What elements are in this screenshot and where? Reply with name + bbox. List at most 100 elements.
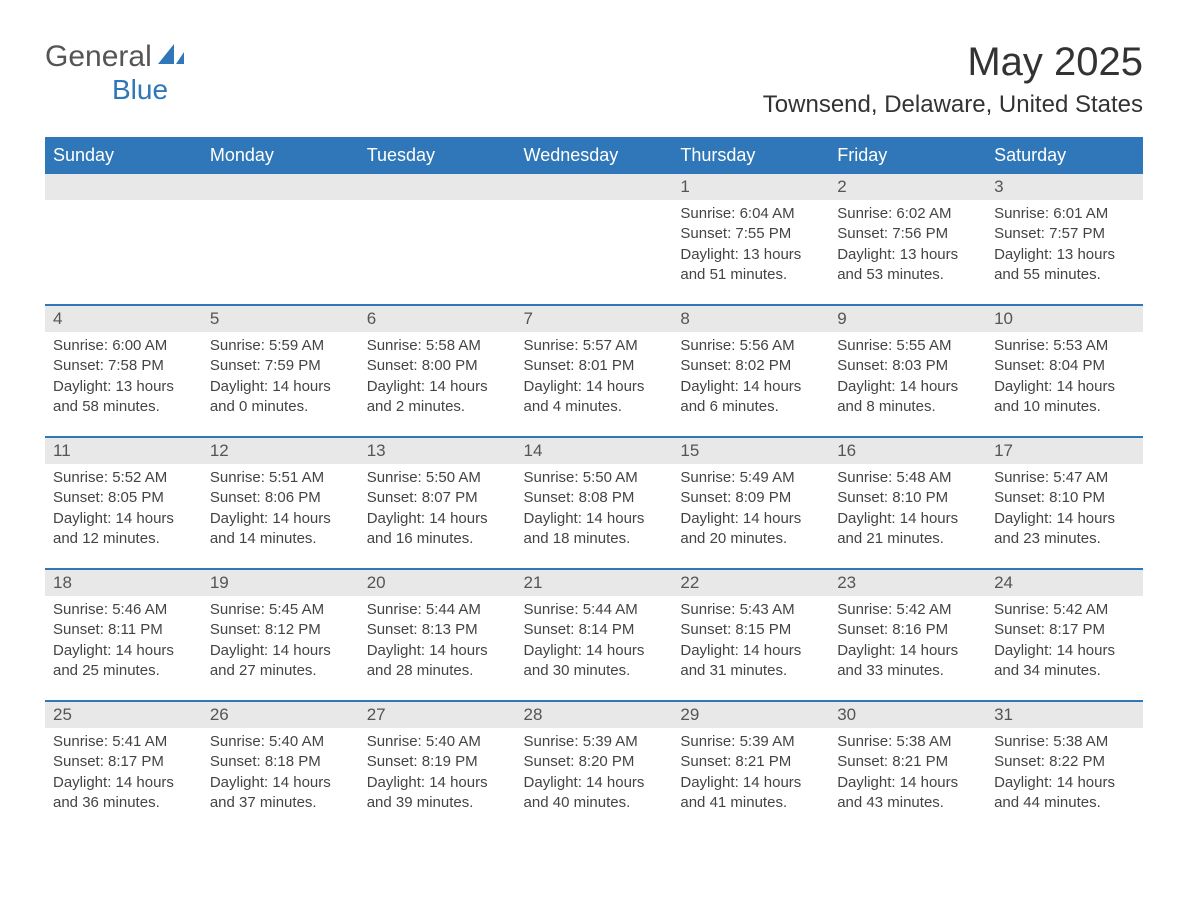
sunset-line: Sunset: 8:08 PM [524, 488, 665, 508]
logo: General [45, 40, 188, 74]
day-details: Sunrise: 5:39 AMSunset: 8:20 PMDaylight:… [516, 728, 673, 817]
daylight-line: Daylight: 14 hours and 39 minutes. [367, 773, 508, 814]
calendar-empty-cell [202, 173, 359, 305]
day-number: 31 [986, 702, 1143, 728]
daylight-line: Daylight: 14 hours and 25 minutes. [53, 641, 194, 682]
calendar-week-row: 25Sunrise: 5:41 AMSunset: 8:17 PMDayligh… [45, 701, 1143, 833]
day-number: 19 [202, 570, 359, 596]
sunset-line: Sunset: 7:58 PM [53, 356, 194, 376]
sunset-line: Sunset: 8:18 PM [210, 752, 351, 772]
calendar-day-cell: 19Sunrise: 5:45 AMSunset: 8:12 PMDayligh… [202, 569, 359, 701]
calendar-day-cell: 22Sunrise: 5:43 AMSunset: 8:15 PMDayligh… [672, 569, 829, 701]
day-details: Sunrise: 5:52 AMSunset: 8:05 PMDaylight:… [45, 464, 202, 553]
day-number: 17 [986, 438, 1143, 464]
calendar-table: SundayMondayTuesdayWednesdayThursdayFrid… [45, 137, 1143, 833]
day-details: Sunrise: 5:45 AMSunset: 8:12 PMDaylight:… [202, 596, 359, 685]
day-details: Sunrise: 5:42 AMSunset: 8:17 PMDaylight:… [986, 596, 1143, 685]
sunrise-line: Sunrise: 5:41 AM [53, 732, 194, 752]
sunset-line: Sunset: 8:20 PM [524, 752, 665, 772]
day-number: 26 [202, 702, 359, 728]
day-details: Sunrise: 5:44 AMSunset: 8:14 PMDaylight:… [516, 596, 673, 685]
daylight-line: Daylight: 14 hours and 31 minutes. [680, 641, 821, 682]
day-number: 25 [45, 702, 202, 728]
sunset-line: Sunset: 8:13 PM [367, 620, 508, 640]
logo-text-general: General [45, 40, 152, 74]
daylight-line: Daylight: 14 hours and 30 minutes. [524, 641, 665, 682]
day-details: Sunrise: 5:38 AMSunset: 8:22 PMDaylight:… [986, 728, 1143, 817]
day-details: Sunrise: 6:04 AMSunset: 7:55 PMDaylight:… [672, 200, 829, 289]
sunset-line: Sunset: 8:05 PM [53, 488, 194, 508]
calendar-day-cell: 29Sunrise: 5:39 AMSunset: 8:21 PMDayligh… [672, 701, 829, 833]
daylight-line: Daylight: 13 hours and 58 minutes. [53, 377, 194, 418]
day-number: 5 [202, 306, 359, 332]
daylight-line: Daylight: 13 hours and 51 minutes. [680, 245, 821, 286]
daylight-line: Daylight: 14 hours and 16 minutes. [367, 509, 508, 550]
sunset-line: Sunset: 8:21 PM [680, 752, 821, 772]
day-details: Sunrise: 6:00 AMSunset: 7:58 PMDaylight:… [45, 332, 202, 421]
day-number: 3 [986, 174, 1143, 200]
day-details: Sunrise: 5:42 AMSunset: 8:16 PMDaylight:… [829, 596, 986, 685]
sunrise-line: Sunrise: 5:42 AM [994, 600, 1135, 620]
sunrise-line: Sunrise: 5:38 AM [994, 732, 1135, 752]
sunrise-line: Sunrise: 5:39 AM [524, 732, 665, 752]
daylight-line: Daylight: 14 hours and 8 minutes. [837, 377, 978, 418]
calendar-day-cell: 2Sunrise: 6:02 AMSunset: 7:56 PMDaylight… [829, 173, 986, 305]
day-number: 24 [986, 570, 1143, 596]
day-number: 29 [672, 702, 829, 728]
daylight-line: Daylight: 14 hours and 14 minutes. [210, 509, 351, 550]
daylight-line: Daylight: 14 hours and 21 minutes. [837, 509, 978, 550]
day-number-empty [359, 174, 516, 200]
sunrise-line: Sunrise: 5:46 AM [53, 600, 194, 620]
daylight-line: Daylight: 14 hours and 36 minutes. [53, 773, 194, 814]
daylight-line: Daylight: 14 hours and 0 minutes. [210, 377, 351, 418]
calendar-week-row: 4Sunrise: 6:00 AMSunset: 7:58 PMDaylight… [45, 305, 1143, 437]
calendar-day-cell: 26Sunrise: 5:40 AMSunset: 8:18 PMDayligh… [202, 701, 359, 833]
sunset-line: Sunset: 8:16 PM [837, 620, 978, 640]
sunset-line: Sunset: 8:04 PM [994, 356, 1135, 376]
calendar-day-cell: 13Sunrise: 5:50 AMSunset: 8:07 PMDayligh… [359, 437, 516, 569]
sunset-line: Sunset: 8:22 PM [994, 752, 1135, 772]
daylight-line: Daylight: 14 hours and 37 minutes. [210, 773, 351, 814]
day-number: 6 [359, 306, 516, 332]
day-details: Sunrise: 5:43 AMSunset: 8:15 PMDaylight:… [672, 596, 829, 685]
daylight-line: Daylight: 14 hours and 2 minutes. [367, 377, 508, 418]
sunrise-line: Sunrise: 5:43 AM [680, 600, 821, 620]
daylight-line: Daylight: 14 hours and 33 minutes. [837, 641, 978, 682]
sunset-line: Sunset: 8:17 PM [53, 752, 194, 772]
sunset-line: Sunset: 8:02 PM [680, 356, 821, 376]
sunset-line: Sunset: 7:55 PM [680, 224, 821, 244]
day-details: Sunrise: 5:44 AMSunset: 8:13 PMDaylight:… [359, 596, 516, 685]
sunset-line: Sunset: 8:10 PM [837, 488, 978, 508]
sunrise-line: Sunrise: 5:48 AM [837, 468, 978, 488]
calendar-week-row: 11Sunrise: 5:52 AMSunset: 8:05 PMDayligh… [45, 437, 1143, 569]
sunset-line: Sunset: 8:10 PM [994, 488, 1135, 508]
sunrise-line: Sunrise: 6:04 AM [680, 204, 821, 224]
daylight-line: Daylight: 14 hours and 12 minutes. [53, 509, 194, 550]
day-number: 22 [672, 570, 829, 596]
sunset-line: Sunset: 7:59 PM [210, 356, 351, 376]
day-details: Sunrise: 5:58 AMSunset: 8:00 PMDaylight:… [359, 332, 516, 421]
day-number: 2 [829, 174, 986, 200]
title-block: May 2025 Townsend, Delaware, United Stat… [763, 40, 1143, 129]
sunrise-line: Sunrise: 5:39 AM [680, 732, 821, 752]
sunrise-line: Sunrise: 5:44 AM [524, 600, 665, 620]
day-details: Sunrise: 5:50 AMSunset: 8:08 PMDaylight:… [516, 464, 673, 553]
sunset-line: Sunset: 7:56 PM [837, 224, 978, 244]
sunrise-line: Sunrise: 5:53 AM [994, 336, 1135, 356]
sunrise-line: Sunrise: 5:57 AM [524, 336, 665, 356]
calendar-day-cell: 12Sunrise: 5:51 AMSunset: 8:06 PMDayligh… [202, 437, 359, 569]
calendar-day-cell: 5Sunrise: 5:59 AMSunset: 7:59 PMDaylight… [202, 305, 359, 437]
calendar-day-cell: 9Sunrise: 5:55 AMSunset: 8:03 PMDaylight… [829, 305, 986, 437]
sunset-line: Sunset: 8:09 PM [680, 488, 821, 508]
sunrise-line: Sunrise: 5:52 AM [53, 468, 194, 488]
day-number: 1 [672, 174, 829, 200]
day-number: 9 [829, 306, 986, 332]
sunset-line: Sunset: 8:07 PM [367, 488, 508, 508]
calendar-empty-cell [516, 173, 673, 305]
day-details: Sunrise: 5:39 AMSunset: 8:21 PMDaylight:… [672, 728, 829, 817]
sunset-line: Sunset: 8:06 PM [210, 488, 351, 508]
calendar-day-cell: 24Sunrise: 5:42 AMSunset: 8:17 PMDayligh… [986, 569, 1143, 701]
sunrise-line: Sunrise: 5:49 AM [680, 468, 821, 488]
day-number: 12 [202, 438, 359, 464]
calendar-day-cell: 6Sunrise: 5:58 AMSunset: 8:00 PMDaylight… [359, 305, 516, 437]
